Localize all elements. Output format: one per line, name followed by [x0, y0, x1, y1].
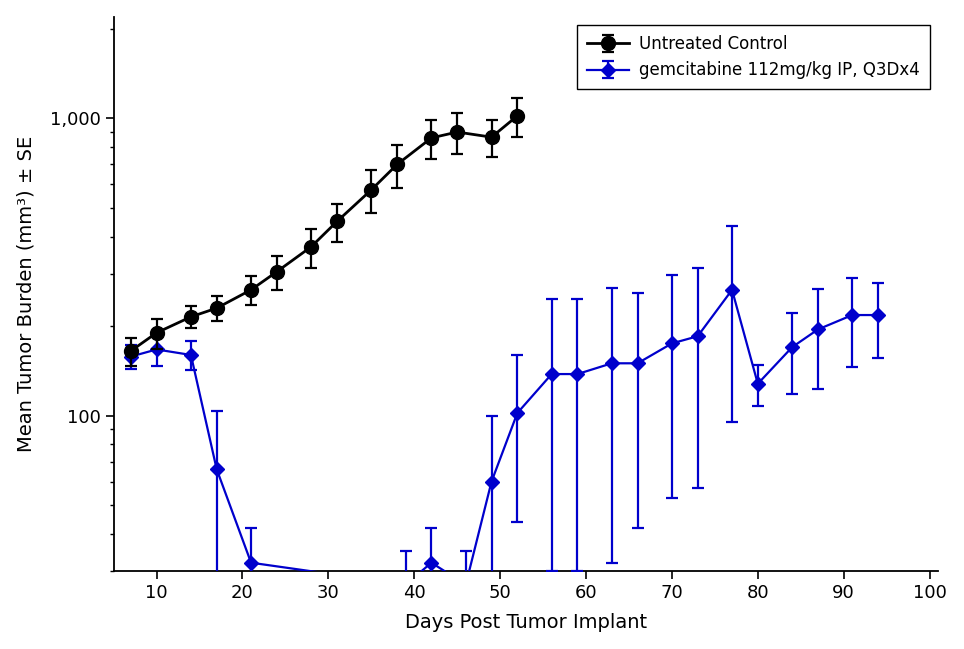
Y-axis label: Mean Tumor Burden (mm³) ± SE: Mean Tumor Burden (mm³) ± SE [16, 136, 36, 452]
X-axis label: Days Post Tumor Implant: Days Post Tumor Implant [405, 613, 647, 632]
Legend: Untreated Control, gemcitabine 112mg/kg IP, Q3Dx4: Untreated Control, gemcitabine 112mg/kg … [577, 25, 930, 90]
